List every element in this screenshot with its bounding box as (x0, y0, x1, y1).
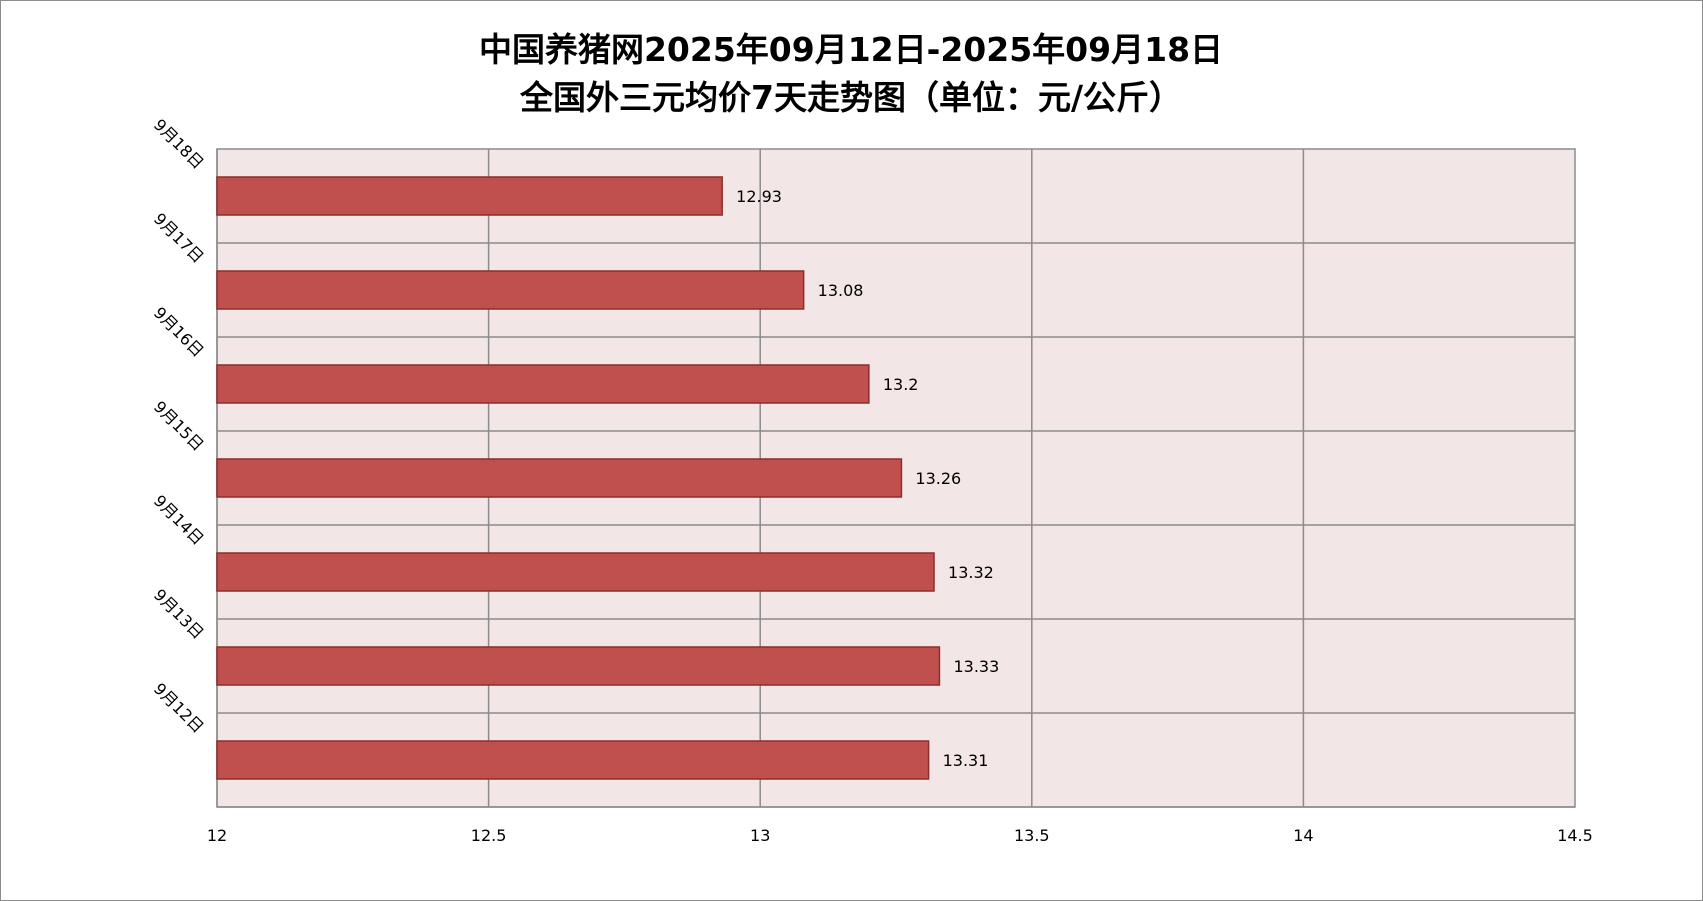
x-tick-label: 12.5 (471, 826, 507, 845)
category-label: 9月14日 (150, 491, 208, 549)
category-label: 9月17日 (150, 209, 208, 267)
data-label: 13.31 (943, 751, 989, 770)
category-label: 9月18日 (150, 115, 208, 173)
x-tick-label: 13.5 (1014, 826, 1050, 845)
bar (216, 458, 903, 498)
bar (216, 740, 930, 780)
plot-area: 12.93 9月18日 13.08 9月17日 13.2 9月16日 13.26 9月15日 1… (150, 115, 1593, 845)
x-tick-label: 13 (750, 826, 770, 845)
data-label: 13.08 (818, 281, 864, 300)
category-label: 9月13日 (150, 585, 208, 643)
x-tick-label: 12 (207, 826, 227, 845)
bar (216, 552, 935, 592)
x-tick-label: 14.5 (1557, 826, 1593, 845)
category-label: 9月16日 (150, 303, 208, 361)
data-label: 13.33 (953, 657, 999, 676)
category-label: 9月15日 (150, 397, 208, 455)
data-label: 13.2 (883, 375, 919, 394)
chart-title-line-1: 中国养猪网2025年09月12日-2025年09月18日 (479, 30, 1223, 69)
category-label: 9月12日 (150, 679, 208, 737)
data-label: 13.32 (948, 563, 994, 582)
chart-title-line-2: 全国外三元均价7天走势图（单位：元/公斤） (519, 78, 1182, 117)
bar (216, 364, 870, 404)
bar (216, 176, 723, 216)
data-label: 12.93 (736, 187, 782, 206)
data-label: 13.26 (915, 469, 961, 488)
bar (216, 270, 805, 310)
bar (216, 646, 941, 686)
x-tick-label: 14 (1293, 826, 1313, 845)
